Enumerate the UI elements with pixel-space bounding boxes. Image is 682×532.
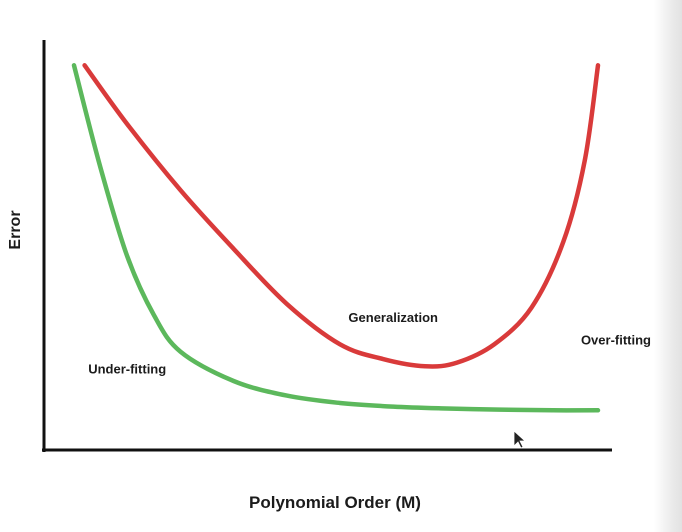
series-line-green	[71, 63, 601, 413]
annotation-layer: Generalization Under-fitting Over-fitting	[88, 310, 651, 376]
y-axis-label: Error	[7, 210, 24, 249]
mouse-cursor-icon	[513, 430, 527, 449]
series-line-red	[82, 63, 601, 369]
series-layer	[71, 63, 601, 413]
annotation-label: Under-fitting	[88, 362, 166, 377]
x-axis-label: Polynomial Order (M)	[249, 493, 421, 512]
annotation-label: Over-fitting	[581, 332, 651, 347]
annotation-label: Generalization	[348, 310, 438, 325]
